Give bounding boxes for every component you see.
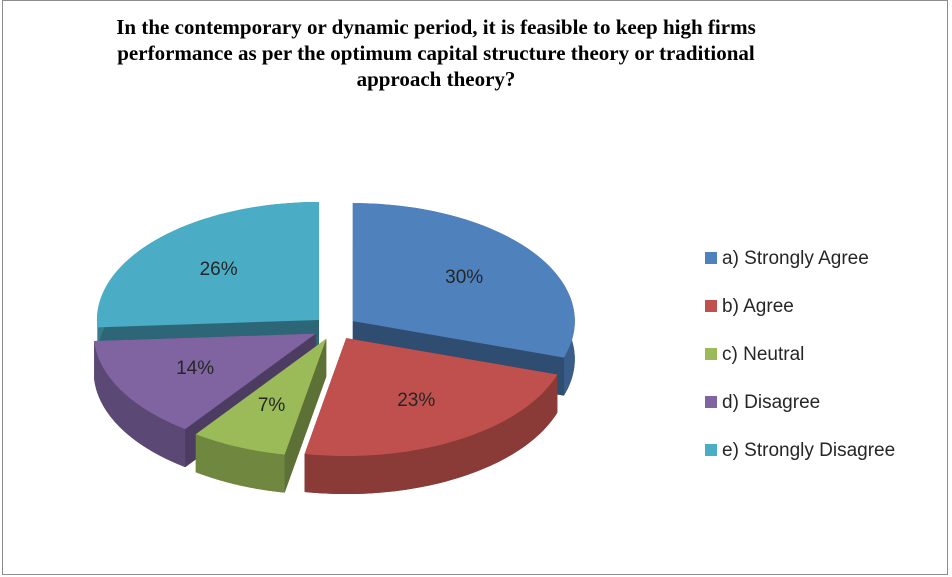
legend-label: a) Strongly Agree xyxy=(722,248,869,269)
slice-side xyxy=(304,374,558,495)
data-label: 14% xyxy=(176,358,214,379)
slice xyxy=(96,202,319,328)
legend-swatch xyxy=(705,252,717,264)
legend-label: b) Agree xyxy=(722,296,794,317)
legend-label: c) Neutral xyxy=(722,344,804,365)
slice-side xyxy=(195,434,285,493)
data-label: 23% xyxy=(397,390,435,411)
legend-label: e) Strongly Disagree xyxy=(722,440,895,461)
slice xyxy=(195,338,327,455)
data-label: 7% xyxy=(258,395,286,416)
legend-swatch xyxy=(705,396,717,408)
slice xyxy=(304,338,558,495)
slice xyxy=(304,338,558,457)
slice-side xyxy=(94,341,186,468)
legend-label: d) Disagree xyxy=(722,392,820,413)
slice xyxy=(195,338,327,493)
slice xyxy=(94,333,316,430)
data-label: 26% xyxy=(200,259,238,280)
legend-swatch xyxy=(705,444,717,456)
legend-swatch xyxy=(705,348,717,360)
legend-swatch xyxy=(705,300,717,312)
chart-title: In the contemporary or dynamic period, i… xyxy=(116,15,756,91)
data-label: 30% xyxy=(445,267,483,288)
slice xyxy=(352,203,575,358)
